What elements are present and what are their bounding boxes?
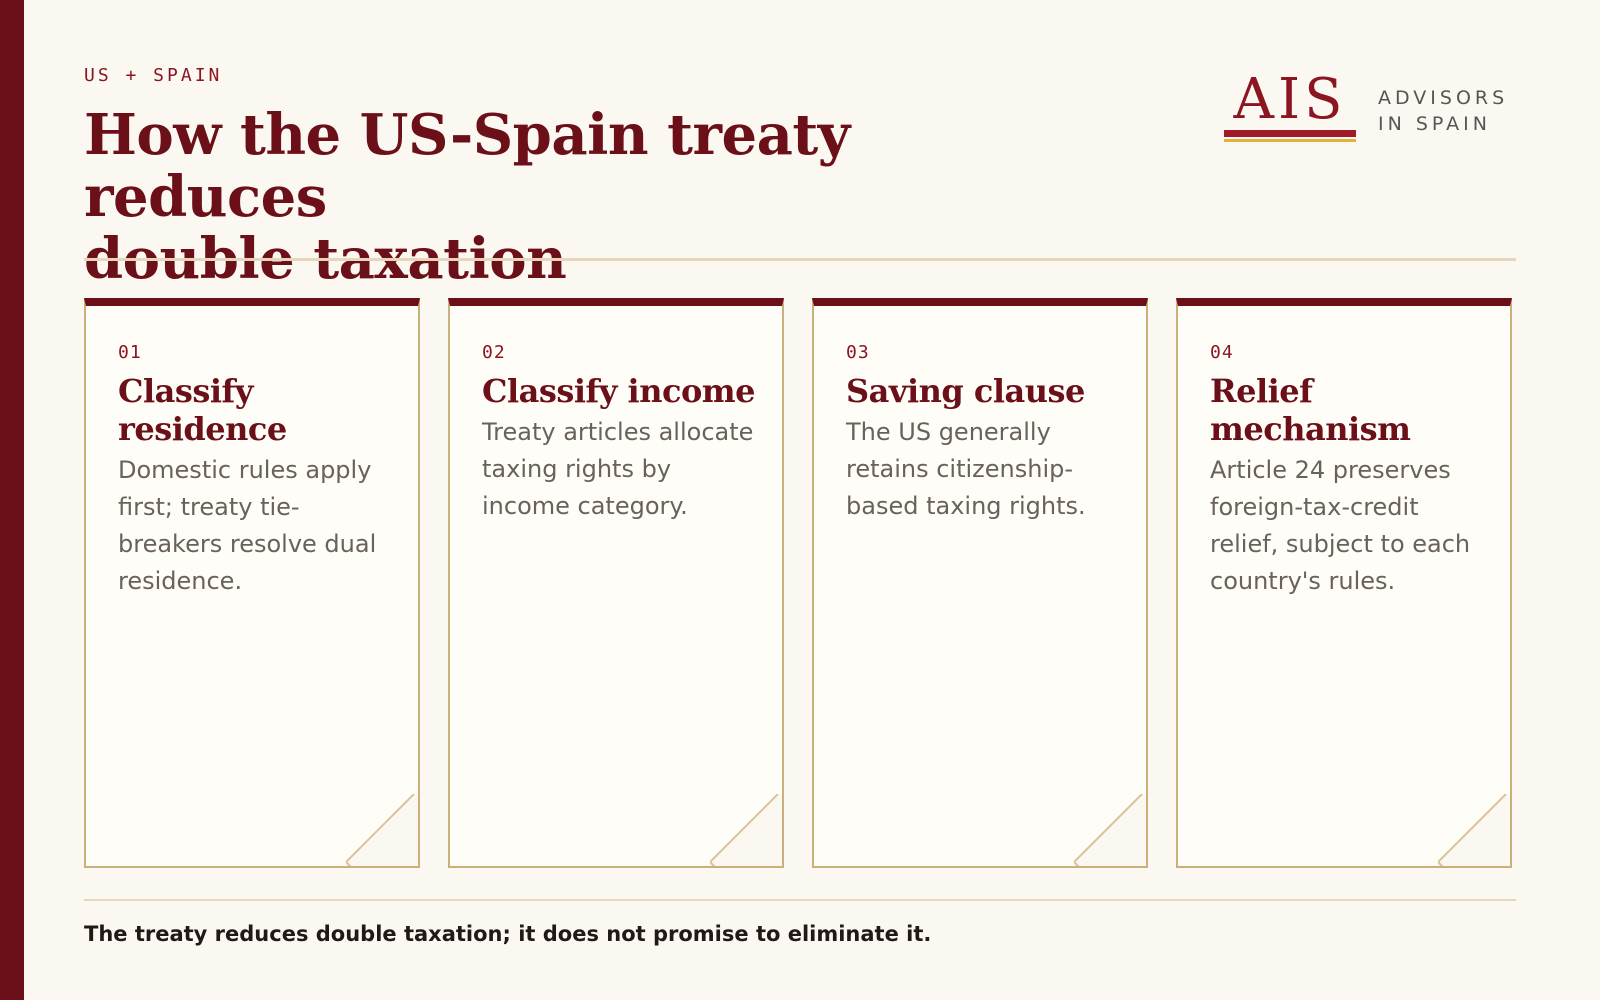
step-title: Saving clause [846, 372, 1085, 410]
step-description: The US generally retains citizenship-bas… [846, 418, 1086, 520]
footer-divider [84, 899, 1516, 901]
logo-red-stripe [1224, 130, 1356, 137]
ais-logo: AIS ADVISORS IN SPAIN [1224, 70, 1524, 150]
step-description: Treaty articles allocate taxing rights b… [482, 418, 754, 520]
step-card-saving-clause: 03 Saving clause The US generally retain… [812, 298, 1148, 868]
step-title: Classify residence [118, 372, 287, 448]
brand-side-bar [0, 0, 24, 1000]
step-description: Domestic rules apply first; treaty tie-b… [118, 456, 377, 595]
logo-line-1: ADVISORS [1378, 87, 1509, 109]
eyebrow-label: US + SPAIN [84, 65, 223, 86]
step-card-classify-residence: 01 Classify residence Domestic rules app… [84, 298, 420, 868]
step-number: 03 [846, 342, 870, 363]
step-number: 04 [1210, 342, 1234, 363]
page-title-line-1: How the US-Spain treaty reduces [84, 102, 850, 230]
page-fold-icon [346, 794, 418, 866]
page-fold-icon [710, 794, 782, 866]
step-description: Article 24 preserves foreign-tax-credit … [1210, 456, 1471, 595]
step-card-relief-mechanism: 04 Relief mechanism Article 24 preserves… [1176, 298, 1512, 868]
header-divider [84, 258, 1516, 261]
step-number: 01 [118, 342, 142, 363]
step-number: 02 [482, 342, 506, 363]
page-fold-icon [1438, 794, 1510, 866]
step-card-classify-income: 02 Classify income Treaty articles alloc… [448, 298, 784, 868]
page-fold-icon [1074, 794, 1146, 866]
page-title: How the US-Spain treaty reduces double t… [84, 104, 1084, 290]
logo-wordmark: ADVISORS IN SPAIN [1378, 85, 1508, 137]
logo-line-2: IN SPAIN [1378, 113, 1491, 135]
step-title: Classify income [482, 372, 756, 410]
logo-gold-stripe [1224, 139, 1356, 142]
logo-mark: AIS [1233, 67, 1347, 132]
footer-note: The treaty reduces double taxation; it d… [84, 922, 932, 946]
step-title: Relief mechanism [1210, 372, 1411, 448]
